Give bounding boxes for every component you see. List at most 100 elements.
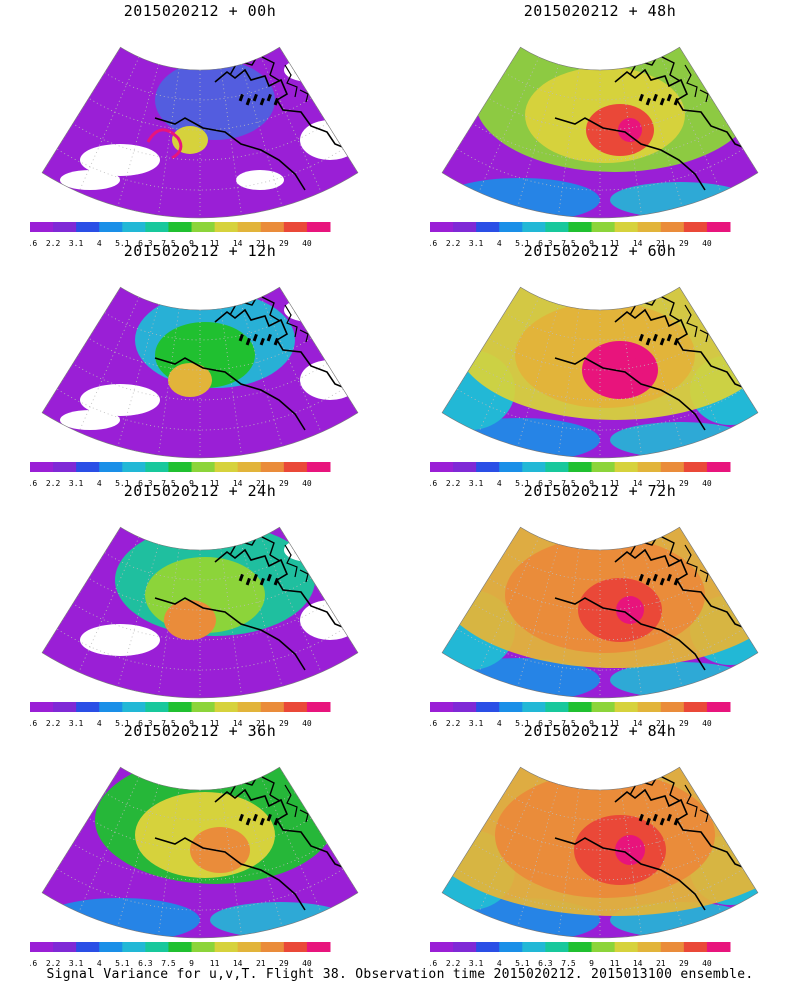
colorbar-label: 5.1 xyxy=(515,719,530,728)
colorbar: 1.6 2.2 3.1 4 5.1 6.3 7.5 9 11 14 21 29 40 xyxy=(30,222,331,248)
colorbar-label: 2.2 xyxy=(46,239,61,248)
colorbar: 1.6 2.2 3.1 4 5.1 6.3 7.5 9 11 14 21 29 40 xyxy=(30,942,331,968)
colorbar-label: 7.5 xyxy=(161,479,176,488)
colorbar-label: 29 xyxy=(679,959,689,968)
colorbar-label: 7.5 xyxy=(561,959,576,968)
colorbar-label: 14 xyxy=(233,479,243,488)
colorbar-label: 4 xyxy=(497,479,502,488)
colorbar-swatch xyxy=(637,942,662,952)
map-plot xyxy=(41,46,359,219)
colorbar-label: 40 xyxy=(302,959,312,968)
colorbar-label: 14 xyxy=(233,239,243,248)
colorbar-label: 7.5 xyxy=(161,959,176,968)
colorbar-swatch xyxy=(145,942,169,952)
colorbar-swatch xyxy=(283,222,308,232)
colorbar-swatch xyxy=(430,942,454,952)
colorbar-swatch xyxy=(30,942,54,952)
colorbar-swatch xyxy=(637,462,662,472)
forecast-panel: 2015020212 + 72h 1.6 2.2 3.1 4 5.1 6.3 7.5 9 11 14… xyxy=(400,480,800,728)
colorbar-label: 11 xyxy=(610,959,620,968)
colorbar-label: 5.1 xyxy=(515,239,530,248)
colorbar-swatch xyxy=(499,702,523,712)
forecast-panel: 2015020212 + 24h 1.6 2.2 3.1 4 5.1 6.3 7.5 9 11 14… xyxy=(0,480,400,728)
colorbar-label: 7.5 xyxy=(561,719,576,728)
colorbar-swatch xyxy=(191,462,216,472)
colorbar-label: 29 xyxy=(279,719,289,728)
colorbar-swatch xyxy=(306,222,331,232)
colorbar-swatch xyxy=(706,222,731,232)
colorbar-label: 21 xyxy=(256,959,266,968)
colorbar-swatch xyxy=(214,942,239,952)
colorbar-swatch xyxy=(591,222,616,232)
colorbar-swatch xyxy=(145,702,169,712)
colorbar-swatch xyxy=(706,462,731,472)
colorbar-label: 9 xyxy=(189,479,194,488)
colorbar-label: 11 xyxy=(210,479,220,488)
panel-title: 2015020212 + 48h xyxy=(523,2,677,20)
colorbar-swatch xyxy=(237,702,262,712)
colorbar-swatch xyxy=(499,222,523,232)
colorbar-swatch xyxy=(683,702,708,712)
colorbar-swatch xyxy=(283,702,308,712)
colorbar-swatch xyxy=(522,462,546,472)
colorbar-label: 40 xyxy=(702,479,712,488)
colorbar-swatch xyxy=(30,702,54,712)
colorbar-swatch xyxy=(306,942,331,952)
colorbar-swatch xyxy=(706,702,731,712)
colorbar-swatch xyxy=(283,942,308,952)
colorbar-label: 6.3 xyxy=(538,959,553,968)
colorbar-swatch xyxy=(706,942,731,952)
colorbar-swatch xyxy=(53,462,77,472)
colorbar-swatch xyxy=(260,702,285,712)
colorbar-swatch xyxy=(168,462,193,472)
colorbar-swatch xyxy=(453,222,477,232)
colorbar-swatch xyxy=(591,702,616,712)
colorbar-label: 21 xyxy=(256,239,266,248)
colorbar-swatch xyxy=(191,222,216,232)
colorbar-swatch xyxy=(53,222,77,232)
colorbar-swatch xyxy=(30,222,54,232)
colorbar-swatch xyxy=(76,462,100,472)
figure-caption: Signal Variance for u,v,T. Flight 38. Ob… xyxy=(46,967,754,982)
colorbar-label: 29 xyxy=(679,719,689,728)
colorbar-swatch xyxy=(476,702,500,712)
colorbar: 1.6 2.2 3.1 4 5.1 6.3 7.5 9 11 14 21 29 40 xyxy=(30,462,331,488)
colorbar-swatch xyxy=(122,462,146,472)
colorbar-label: 11 xyxy=(210,239,220,248)
colorbar-swatch xyxy=(614,222,639,232)
colorbar-label: 4 xyxy=(97,719,102,728)
colorbar-swatch xyxy=(122,222,146,232)
colorbar-label: 7.5 xyxy=(161,239,176,248)
colorbar-label: 5.1 xyxy=(115,959,130,968)
panel-title: 2015020212 + 72h xyxy=(523,482,677,500)
colorbar: 1.6 2.2 3.1 4 5.1 6.3 7.5 9 11 14 21 29 40 xyxy=(430,702,731,728)
colorbar-swatch xyxy=(453,702,477,712)
map-plot xyxy=(441,766,759,939)
colorbar-swatch xyxy=(545,942,569,952)
forecast-panel: 2015020212 + 00h 1.6 2.2 3.1 4 5.1 6.3 7.5 9 11 14… xyxy=(0,0,400,248)
colorbar-swatch xyxy=(522,702,546,712)
colorbar-label: 14 xyxy=(233,719,243,728)
colorbar-swatch xyxy=(522,942,546,952)
colorbar-label: 29 xyxy=(279,959,289,968)
colorbar-swatch xyxy=(191,942,216,952)
colorbar-label: 29 xyxy=(279,479,289,488)
colorbar-swatch xyxy=(306,702,331,712)
colorbar-label: 40 xyxy=(702,239,712,248)
colorbar-label: 7.5 xyxy=(561,479,576,488)
colorbar-swatch xyxy=(191,702,216,712)
colorbar-label: 1.6 xyxy=(430,719,437,728)
colorbar-label: 6.3 xyxy=(138,959,153,968)
colorbar-swatch xyxy=(430,462,454,472)
panel-title: 2015020212 + 12h xyxy=(123,242,277,260)
colorbar-label: 14 xyxy=(633,959,643,968)
colorbar-swatch xyxy=(76,702,100,712)
colorbar-label: 40 xyxy=(702,719,712,728)
colorbar-swatch xyxy=(453,462,477,472)
colorbar-swatch xyxy=(591,942,616,952)
colorbar-label: 1.6 xyxy=(430,959,437,968)
forecast-panel: 2015020212 + 84h 1.6 2.2 3.1 4 5.1 6.3 7.5 9 11 14… xyxy=(400,720,800,968)
panel-title: 2015020212 + 84h xyxy=(523,722,677,740)
colorbar-label: 14 xyxy=(633,719,643,728)
panel-title: 2015020212 + 36h xyxy=(123,722,277,740)
